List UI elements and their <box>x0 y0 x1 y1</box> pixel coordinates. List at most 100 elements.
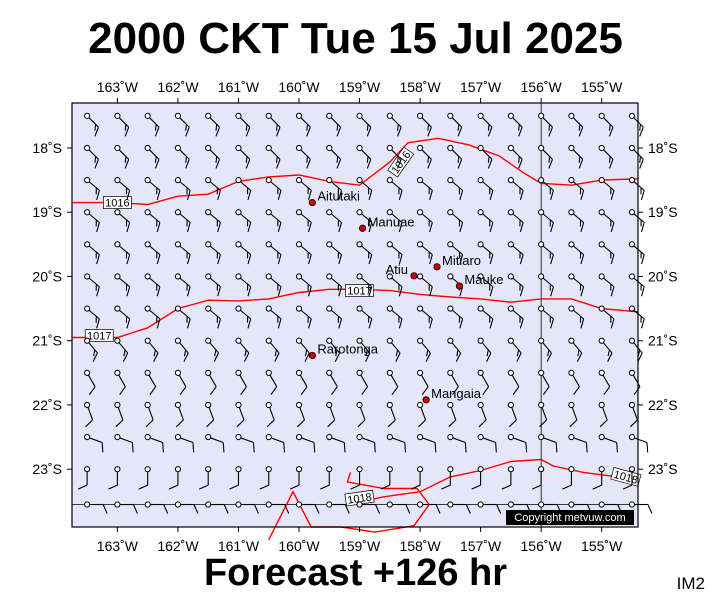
wind-barb <box>447 337 462 363</box>
wind-barb <box>174 176 191 200</box>
wind-barb <box>84 273 100 297</box>
wind-barb <box>144 433 164 453</box>
wind-barb <box>205 176 221 200</box>
lon-tick-label-top: 163˚W <box>97 79 139 95</box>
wind-barb <box>598 305 615 329</box>
wind-barb <box>501 466 514 490</box>
island-marker <box>455 282 464 290</box>
wind-barb <box>416 433 437 453</box>
wind-barb <box>356 273 373 297</box>
wind-barb <box>265 501 290 514</box>
wind-barb <box>174 369 187 395</box>
lon-tick-label-top: 160˚W <box>278 79 320 95</box>
wind-barb <box>114 241 131 265</box>
island-marker <box>433 263 441 271</box>
wind-barb <box>628 112 644 137</box>
wind-barb <box>114 305 131 329</box>
wind-barb <box>174 112 190 137</box>
wind-barb <box>265 112 281 137</box>
wind-barb <box>84 112 99 137</box>
wind-barb <box>84 176 100 200</box>
wind-barb <box>174 144 190 169</box>
wind-barb <box>628 501 653 514</box>
wind-barb <box>356 401 366 428</box>
wind-barb <box>477 401 487 428</box>
wind-barb <box>538 241 554 265</box>
wind-barb <box>114 176 131 200</box>
wind-barb <box>477 241 494 265</box>
copyright-box: Copyright metvuw.com <box>506 510 634 525</box>
wind-barb <box>477 209 494 233</box>
isobar-1018 <box>356 458 639 504</box>
wind-barb <box>84 401 94 428</box>
wind-barb <box>144 305 161 329</box>
wind-barb <box>447 241 464 265</box>
wind-barb <box>416 369 429 395</box>
wind-barb <box>447 112 463 137</box>
wind-barb <box>144 144 160 169</box>
lon-tick-label-bottom: 163˚W <box>97 538 139 554</box>
lon-tick-label-bottom: 160˚W <box>278 538 320 554</box>
wind-barb <box>416 144 432 169</box>
wind-barb <box>628 433 649 453</box>
wind-barb <box>380 466 393 490</box>
wind-barb <box>568 273 585 297</box>
wind-barb <box>507 176 524 200</box>
wind-barb <box>477 305 494 329</box>
wind-barb <box>295 337 310 363</box>
lon-tick-label-top: 155˚W <box>581 79 623 95</box>
lon-tick-label-bottom: 162˚W <box>157 538 199 554</box>
wind-barb <box>410 466 424 490</box>
wind-barb <box>447 401 457 428</box>
lon-tick-label-bottom: 159˚W <box>339 538 381 554</box>
wind-barb <box>568 433 588 453</box>
place-label: Mangaia <box>431 386 482 401</box>
wind-barb <box>538 369 550 395</box>
wind-barb <box>386 433 407 453</box>
wind-barb <box>265 433 286 453</box>
wind-barb <box>441 466 454 490</box>
wind-barb <box>350 466 363 490</box>
lat-tick-label-left: 21˚S <box>32 333 62 349</box>
wind-barb <box>628 273 645 297</box>
wind-barb <box>538 305 554 329</box>
lat-tick-label-right: 22˚S <box>648 397 678 413</box>
wind-barb <box>326 273 343 297</box>
wind-barb <box>531 466 545 490</box>
wind-barb <box>477 176 494 200</box>
map-frame <box>71 102 639 528</box>
image-code: IM2 <box>676 574 705 593</box>
wind-barb <box>114 501 138 514</box>
place-label: Manuae <box>368 214 415 229</box>
wind-barb <box>568 305 585 329</box>
wind-barb <box>538 209 554 233</box>
wind-barb <box>235 401 245 428</box>
wind-barb <box>507 273 524 297</box>
wind-barb <box>507 112 523 137</box>
wind-barb <box>477 369 490 395</box>
wind-barb <box>235 144 251 169</box>
wind-barb <box>628 305 645 329</box>
wind-barb <box>416 337 431 363</box>
wind-barb <box>114 433 134 453</box>
place-label: Atiu <box>386 262 408 277</box>
wind-barb <box>265 337 280 363</box>
wind-barb <box>205 433 225 453</box>
wind-barb-layer <box>77 112 653 514</box>
wind-barb <box>235 241 252 265</box>
wind-barb <box>598 401 608 428</box>
wind-barb <box>320 466 333 490</box>
wind-barb <box>198 466 212 490</box>
wind-barb <box>295 369 308 395</box>
wind-barb <box>114 273 131 297</box>
wind-barb <box>477 144 493 169</box>
lat-tick-label-right: 19˚S <box>648 204 678 220</box>
lat-tick-label-left: 18˚S <box>32 140 62 156</box>
wind-barb <box>84 337 98 363</box>
wind-barb <box>538 337 552 363</box>
wind-barb <box>295 209 312 233</box>
wind-barb <box>477 433 497 453</box>
wind-barb <box>477 273 494 297</box>
